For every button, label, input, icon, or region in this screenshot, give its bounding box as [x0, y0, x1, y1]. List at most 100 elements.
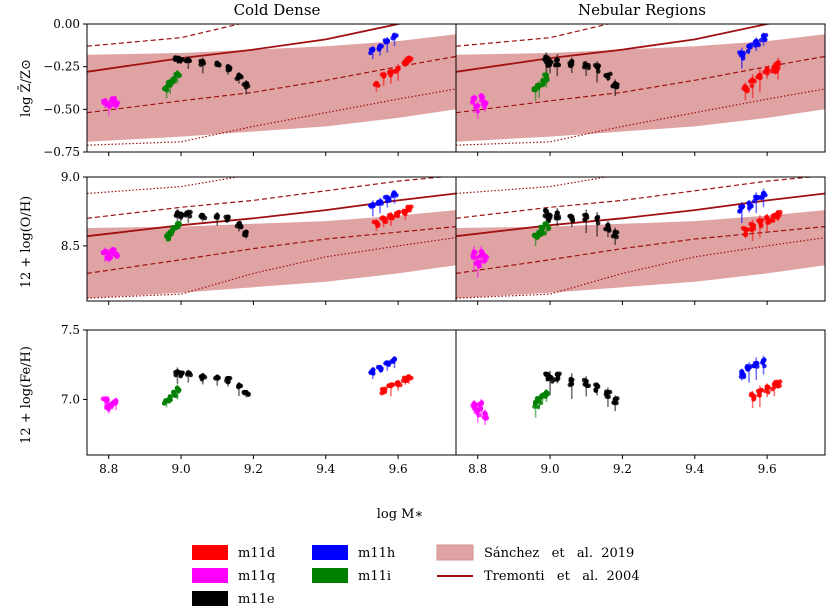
legend-swatch-m11d	[192, 545, 228, 560]
series-m11d	[740, 209, 783, 241]
data-point-m11q	[478, 406, 484, 411]
data-point-m11h	[370, 47, 376, 53]
data-point-m11e	[214, 374, 220, 380]
y-label-row-2: 12 + log(Fe/H)	[19, 346, 34, 444]
data-point-m11q	[478, 401, 484, 407]
data-point-m11e	[583, 213, 589, 219]
tremonti-2004-84th-percentile-line	[87, 177, 448, 219]
data-point-m11d	[742, 84, 749, 90]
data-point-m11e	[612, 396, 618, 402]
data-point-m11e	[243, 81, 249, 87]
data-point-m11d	[742, 226, 749, 232]
data-point-m11e	[185, 57, 191, 63]
data-point-m11d	[764, 215, 770, 221]
data-point-m11e	[583, 62, 589, 68]
data-point-m11h	[753, 360, 759, 366]
column-title-nebular-regions: Nebular Regions	[578, 1, 706, 19]
data-point-m11d	[750, 222, 756, 228]
panel-1-0-plot	[87, 177, 456, 299]
series-m11q	[470, 245, 490, 278]
data-point-m11d	[775, 210, 781, 216]
tremonti-2004-median-line	[87, 24, 405, 73]
series-m11q	[100, 95, 121, 116]
data-point-m11d	[388, 383, 394, 389]
data-point-m11h	[758, 37, 764, 43]
series-m11q	[100, 395, 119, 414]
data-point-m11i	[171, 76, 177, 82]
x-tick-label: 9.0	[172, 462, 191, 476]
data-point-m11h	[391, 33, 398, 39]
data-point-m11q	[478, 248, 484, 254]
data-point-m11d	[757, 72, 763, 78]
data-point-m11d	[373, 219, 379, 226]
series-m11d	[741, 57, 781, 101]
series-m11e	[173, 209, 249, 239]
tremonti-2004-2nd-percentile-line	[87, 237, 456, 299]
data-point-m11d	[775, 215, 781, 220]
column-title-cold-dense: Cold Dense	[234, 1, 321, 19]
series-m11h	[368, 355, 398, 380]
series-m11q	[470, 398, 490, 425]
data-point-m11i	[174, 221, 180, 227]
x-tick-label: 8.8	[468, 462, 487, 476]
data-point-m11e	[569, 214, 575, 220]
data-point-m11q	[483, 416, 488, 421]
data-point-m11e	[596, 69, 601, 74]
data-point-m11d	[757, 388, 763, 394]
data-point-m11e	[594, 64, 600, 70]
data-point-m11d	[388, 213, 394, 219]
legend-label-m11e: m11e	[238, 592, 275, 607]
legend-swatch-sanchez	[436, 544, 474, 561]
data-point-m11q	[109, 247, 115, 253]
data-point-m11h	[760, 33, 767, 39]
data-point-m11d	[764, 384, 770, 390]
y-tick-label: 0.00	[53, 17, 80, 31]
data-point-m11q	[113, 398, 119, 404]
data-point-m11e	[185, 370, 191, 376]
data-point-m11h	[370, 202, 376, 208]
legend-swatch-m11i	[312, 568, 348, 583]
data-point-m11d	[766, 390, 771, 395]
data-point-m11d	[774, 66, 780, 71]
series-m11e	[542, 52, 620, 97]
data-point-m11i	[167, 394, 173, 400]
legend-label-m11h: m11h	[358, 546, 396, 561]
data-point-m11e	[606, 394, 611, 400]
data-point-m11e	[200, 373, 206, 379]
data-point-m11h	[745, 49, 751, 54]
series-m11d	[371, 204, 414, 231]
data-point-m11h	[384, 360, 390, 366]
panel-frame-2-0	[86, 329, 457, 456]
panel-0-1-plot	[456, 24, 825, 146]
data-point-m11q	[471, 250, 477, 256]
data-point-m11i	[171, 225, 177, 231]
data-point-m11d	[775, 60, 781, 66]
series-m11h	[737, 32, 769, 69]
data-point-m11e	[584, 383, 590, 389]
series-m11e	[173, 367, 251, 398]
data-point-m11e	[555, 62, 561, 67]
series-m11h	[738, 355, 767, 383]
data-point-m11d	[769, 68, 775, 74]
tremonti-2004-median-line	[456, 192, 825, 238]
data-point-m11i	[540, 225, 546, 231]
data-point-m11e	[543, 208, 550, 214]
data-point-m11e	[214, 213, 220, 219]
data-point-m11e	[583, 378, 589, 384]
panel-2-1-plot	[470, 355, 783, 425]
data-point-m11e	[555, 376, 561, 381]
data-point-m11q	[113, 99, 119, 106]
data-point-m11e	[225, 376, 231, 382]
data-point-m11e	[594, 383, 600, 389]
panel-frame-2-1	[455, 329, 826, 456]
x-tick-label: 9.0	[541, 462, 560, 476]
data-point-m11q	[471, 96, 477, 102]
data-point-m11e	[200, 213, 206, 219]
data-point-m11e	[554, 210, 560, 216]
data-point-m11h	[377, 199, 383, 205]
x-tick-label: 9.6	[389, 462, 408, 476]
y-tick-label: −0.25	[43, 60, 80, 74]
series-m11i	[164, 220, 183, 242]
data-point-m11i	[174, 385, 180, 391]
